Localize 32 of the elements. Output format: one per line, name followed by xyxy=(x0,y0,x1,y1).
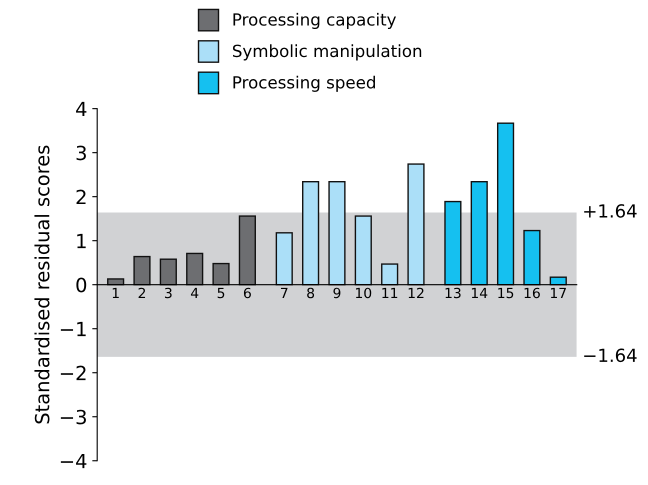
x-tick-label: 7 xyxy=(280,288,288,298)
y-tick-label: 1 xyxy=(77,234,86,248)
x-tick-label: 17 xyxy=(550,288,566,298)
y-tick-label: −4 xyxy=(60,454,86,468)
y-tick-label: 4 xyxy=(76,102,86,116)
legend-label: Symbolic manipulation xyxy=(232,44,422,60)
x-tick-label: 13 xyxy=(446,288,461,298)
x-tick-label: 11 xyxy=(382,288,398,298)
x-tick-label: 1 xyxy=(112,288,119,298)
legend-label: Processing speed xyxy=(233,76,375,92)
x-tick-label: 6 xyxy=(244,288,251,298)
x-tick-label: 10 xyxy=(356,288,372,298)
x-tick-label: 2 xyxy=(138,288,146,298)
band-label: +1.64 xyxy=(584,204,637,218)
x-tick-label: 4 xyxy=(190,288,198,298)
y-tick-label: −3 xyxy=(60,410,86,424)
x-tick-label: 14 xyxy=(472,288,488,298)
x-tick-label: 15 xyxy=(498,288,514,298)
x-tick-label: 16 xyxy=(524,288,540,298)
y-tick-label: 3 xyxy=(76,146,86,160)
y-tick-label: 0 xyxy=(76,278,86,292)
x-tick-label: 3 xyxy=(164,288,172,298)
x-tick-label: 9 xyxy=(333,288,340,298)
y-tick-label: 2 xyxy=(76,190,86,204)
y-tick-label: −2 xyxy=(60,366,86,380)
y-axis-title: Standardised residual scores xyxy=(34,146,50,424)
y-tick-label: −1 xyxy=(60,322,86,336)
x-tick-label: 12 xyxy=(408,288,424,298)
x-tick-label: 5 xyxy=(218,288,224,298)
x-tick-label: 8 xyxy=(307,288,314,298)
band-label: −1.64 xyxy=(584,348,637,362)
legend-label: Processing capacity xyxy=(233,12,396,30)
